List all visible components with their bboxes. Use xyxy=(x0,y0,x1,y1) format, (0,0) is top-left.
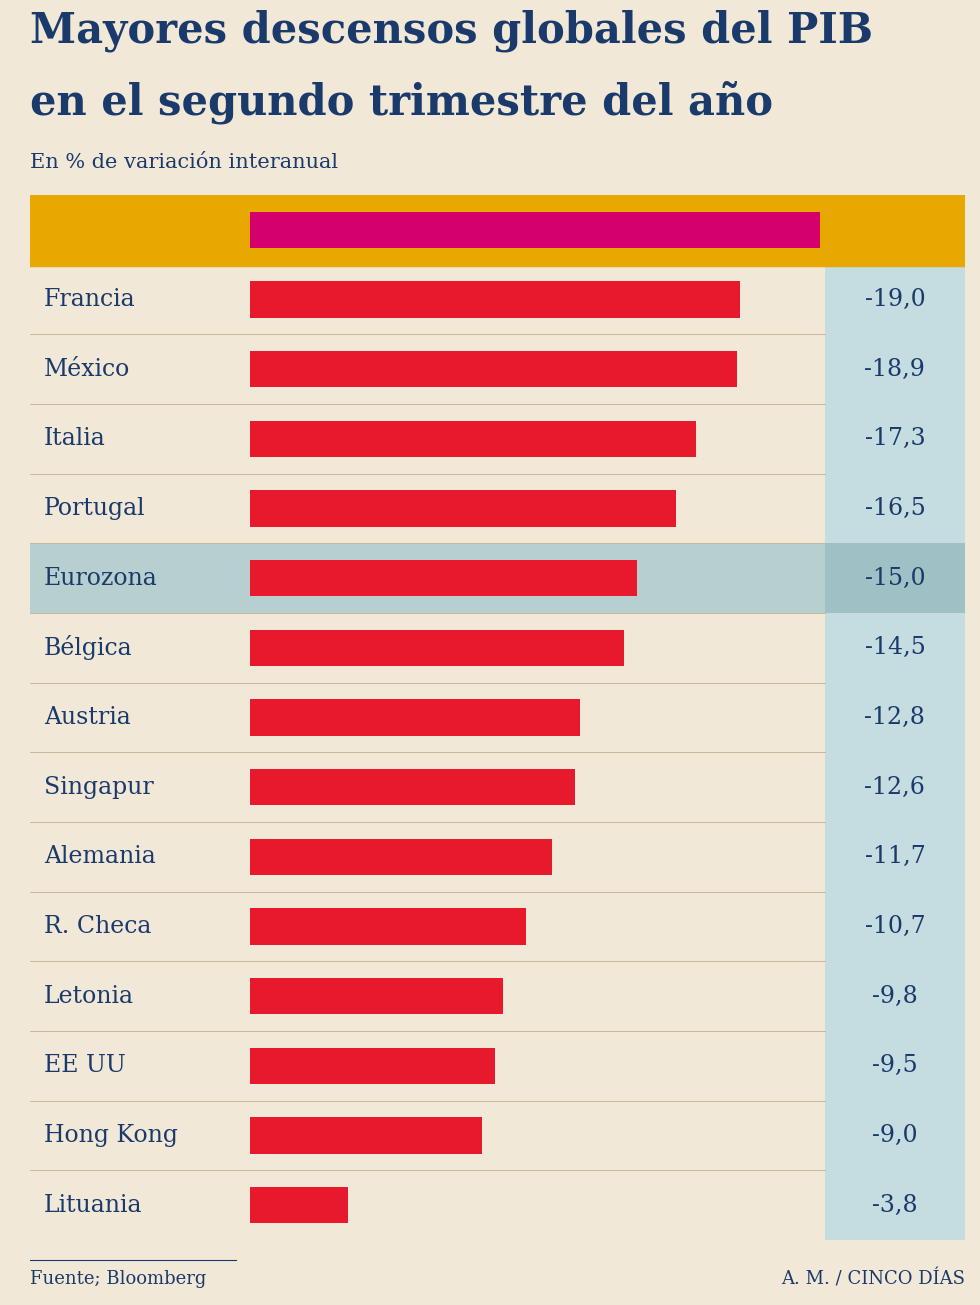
Bar xyxy=(825,265,965,334)
Text: Alemania: Alemania xyxy=(44,846,156,868)
Bar xyxy=(825,822,965,891)
Text: Portugal: Portugal xyxy=(44,497,146,519)
Text: México: México xyxy=(44,358,130,381)
Bar xyxy=(250,1117,482,1154)
Bar xyxy=(30,543,825,613)
Bar xyxy=(825,891,965,962)
Bar xyxy=(250,211,820,248)
Bar xyxy=(250,630,624,666)
Bar xyxy=(825,613,965,683)
Text: Singapur: Singapur xyxy=(44,775,154,799)
Bar xyxy=(250,699,580,736)
Text: Letonia: Letonia xyxy=(44,985,134,1007)
Text: A. M. / CINCO DÍAS: A. M. / CINCO DÍAS xyxy=(781,1268,965,1288)
Text: ESPAÑA: ESPAÑA xyxy=(44,218,166,243)
Bar xyxy=(250,908,526,945)
Text: -14,5: -14,5 xyxy=(864,637,925,659)
Text: Fuente; Bloomberg: Fuente; Bloomberg xyxy=(30,1270,207,1288)
Text: Francia: Francia xyxy=(44,288,135,311)
Text: -9,0: -9,0 xyxy=(872,1124,917,1147)
Text: -12,6: -12,6 xyxy=(864,775,925,799)
Text: Italia: Italia xyxy=(44,427,106,450)
Text: -16,5: -16,5 xyxy=(864,497,925,519)
Bar xyxy=(30,194,825,265)
Text: -11,7: -11,7 xyxy=(864,846,925,868)
Bar xyxy=(825,334,965,405)
Text: -19,0: -19,0 xyxy=(864,288,925,311)
Bar xyxy=(825,543,965,613)
Text: -17,3: -17,3 xyxy=(864,427,925,450)
Text: Eurozona: Eurozona xyxy=(44,566,158,590)
Bar xyxy=(825,1031,965,1100)
Text: EE UU: EE UU xyxy=(44,1054,125,1078)
Text: en el segundo trimestre del año: en el segundo trimestre del año xyxy=(30,80,773,124)
Bar xyxy=(250,1048,495,1084)
Text: En % de variación interanual: En % de variación interanual xyxy=(30,154,338,172)
Bar xyxy=(250,769,575,805)
Bar xyxy=(825,1171,965,1240)
Bar xyxy=(250,977,503,1014)
Bar xyxy=(825,683,965,753)
Bar xyxy=(825,474,965,543)
Bar xyxy=(250,282,740,317)
Bar xyxy=(825,1100,965,1171)
Text: -22,1: -22,1 xyxy=(854,215,936,244)
Bar xyxy=(825,405,965,474)
Bar xyxy=(250,1188,348,1223)
Bar xyxy=(250,839,552,874)
Text: Mayores descensos globales del PIB: Mayores descensos globales del PIB xyxy=(30,10,873,52)
Bar xyxy=(825,962,965,1031)
Text: -3,8: -3,8 xyxy=(872,1194,917,1216)
Text: Austria: Austria xyxy=(44,706,130,729)
Text: Lituania: Lituania xyxy=(44,1194,142,1216)
Text: -9,5: -9,5 xyxy=(872,1054,917,1078)
Text: R. Checa: R. Checa xyxy=(44,915,151,938)
Bar xyxy=(250,491,675,527)
Text: Hong Kong: Hong Kong xyxy=(44,1124,178,1147)
Bar xyxy=(825,194,965,265)
Bar xyxy=(30,194,965,265)
Text: Bélgica: Bélgica xyxy=(44,636,132,660)
Bar xyxy=(825,753,965,822)
Text: -12,8: -12,8 xyxy=(864,706,925,729)
Text: -9,8: -9,8 xyxy=(872,985,917,1007)
Bar xyxy=(250,420,696,457)
Bar xyxy=(250,351,738,388)
Bar xyxy=(250,560,637,596)
Text: -18,9: -18,9 xyxy=(864,358,925,381)
Text: -15,0: -15,0 xyxy=(864,566,925,590)
Text: -10,7: -10,7 xyxy=(864,915,925,938)
